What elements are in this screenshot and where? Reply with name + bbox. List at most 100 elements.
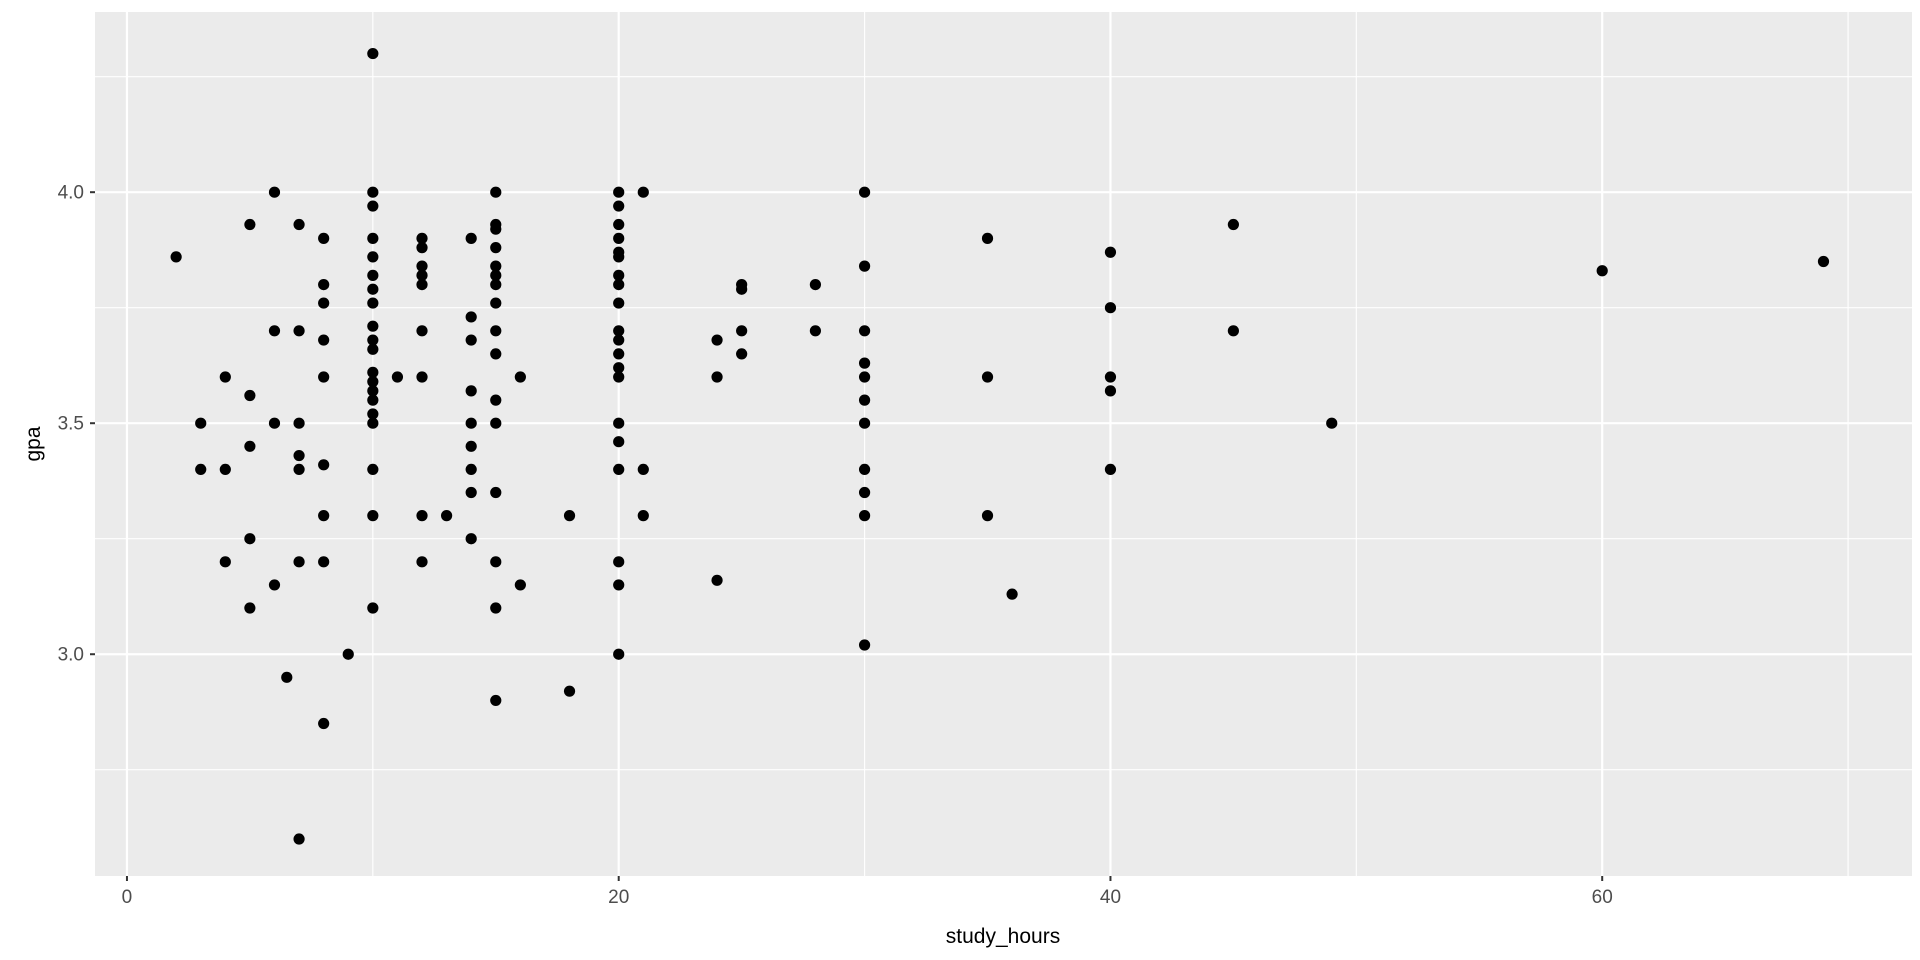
data-point [219, 371, 231, 383]
data-point [465, 463, 477, 476]
data-point [268, 325, 281, 337]
data-point [1596, 265, 1608, 277]
data-point [858, 639, 871, 651]
data-point [465, 417, 477, 429]
data-point [367, 283, 379, 295]
data-point [367, 320, 379, 332]
data-point [219, 463, 231, 476]
data-point [858, 394, 871, 406]
data-point [293, 449, 305, 462]
data-point [367, 269, 379, 281]
data-point [318, 232, 330, 244]
data-point [367, 602, 379, 614]
data-point [490, 394, 502, 406]
data-point [367, 186, 379, 198]
data-point [318, 371, 330, 383]
data-point [490, 602, 502, 614]
data-point [711, 334, 723, 346]
data-point [416, 510, 428, 522]
data-point [1104, 385, 1117, 397]
data-point [367, 385, 379, 397]
data-point [711, 371, 723, 383]
data-point [711, 574, 723, 586]
data-point [318, 278, 330, 291]
panel-background [95, 12, 1912, 876]
data-point [281, 671, 293, 683]
data-point [613, 463, 625, 476]
data-point [465, 486, 477, 499]
data-point [613, 579, 625, 591]
data-point [858, 417, 871, 429]
data-point [318, 297, 330, 309]
data-point [244, 389, 256, 402]
data-point [367, 334, 379, 346]
data-point [416, 260, 428, 272]
y-tick-label: 3.5 [58, 414, 84, 435]
data-point [244, 218, 256, 231]
data-point [244, 602, 256, 614]
data-point [613, 436, 625, 448]
data-point [465, 232, 477, 244]
data-point [244, 533, 256, 545]
data-point [1006, 588, 1018, 600]
data-point [736, 348, 748, 360]
data-point [563, 510, 576, 522]
data-point [613, 417, 625, 429]
data-point [416, 556, 428, 568]
x-axis-title: study_hours [946, 925, 1060, 948]
data-point [1326, 417, 1338, 429]
data-point [195, 417, 207, 429]
data-point [858, 486, 871, 499]
data-point [490, 486, 502, 499]
data-point [367, 343, 379, 355]
data-point [981, 232, 994, 244]
y-axis-title: gpa [22, 426, 45, 461]
data-point [613, 325, 625, 337]
data-point [1104, 246, 1117, 258]
data-point [613, 556, 625, 568]
data-point [613, 362, 625, 374]
data-point [613, 371, 625, 383]
data-point [809, 278, 822, 291]
data-point [637, 186, 649, 198]
data-point [416, 278, 428, 291]
data-point [416, 325, 428, 337]
data-point [268, 186, 281, 198]
data-point [416, 232, 428, 244]
data-point [613, 186, 625, 198]
data-point [858, 510, 871, 522]
data-point [244, 440, 256, 452]
scatter-points [170, 47, 1830, 845]
data-point [293, 833, 305, 845]
data-point [613, 648, 625, 660]
y-tick-label: 3.0 [58, 645, 84, 666]
data-point [490, 556, 502, 568]
data-point [514, 579, 526, 591]
data-point [613, 297, 625, 309]
data-point [367, 463, 379, 476]
x-tick-label: 20 [608, 887, 629, 908]
data-point [416, 269, 428, 281]
data-point [293, 417, 305, 429]
data-point [490, 223, 502, 235]
data-point [367, 47, 379, 60]
data-point [293, 325, 305, 337]
data-point [613, 278, 625, 291]
grid-minor-lines [95, 12, 1912, 876]
data-point [367, 417, 379, 429]
data-point [318, 510, 330, 522]
data-point [170, 251, 182, 263]
data-point [440, 510, 453, 522]
data-point [367, 408, 379, 420]
data-point [367, 394, 379, 406]
data-point [736, 283, 748, 295]
data-point [858, 325, 871, 337]
data-point [490, 348, 502, 360]
data-point [514, 371, 526, 383]
data-point [268, 579, 281, 591]
data-point [1104, 302, 1117, 314]
data-point [367, 232, 379, 244]
data-point [563, 685, 576, 697]
